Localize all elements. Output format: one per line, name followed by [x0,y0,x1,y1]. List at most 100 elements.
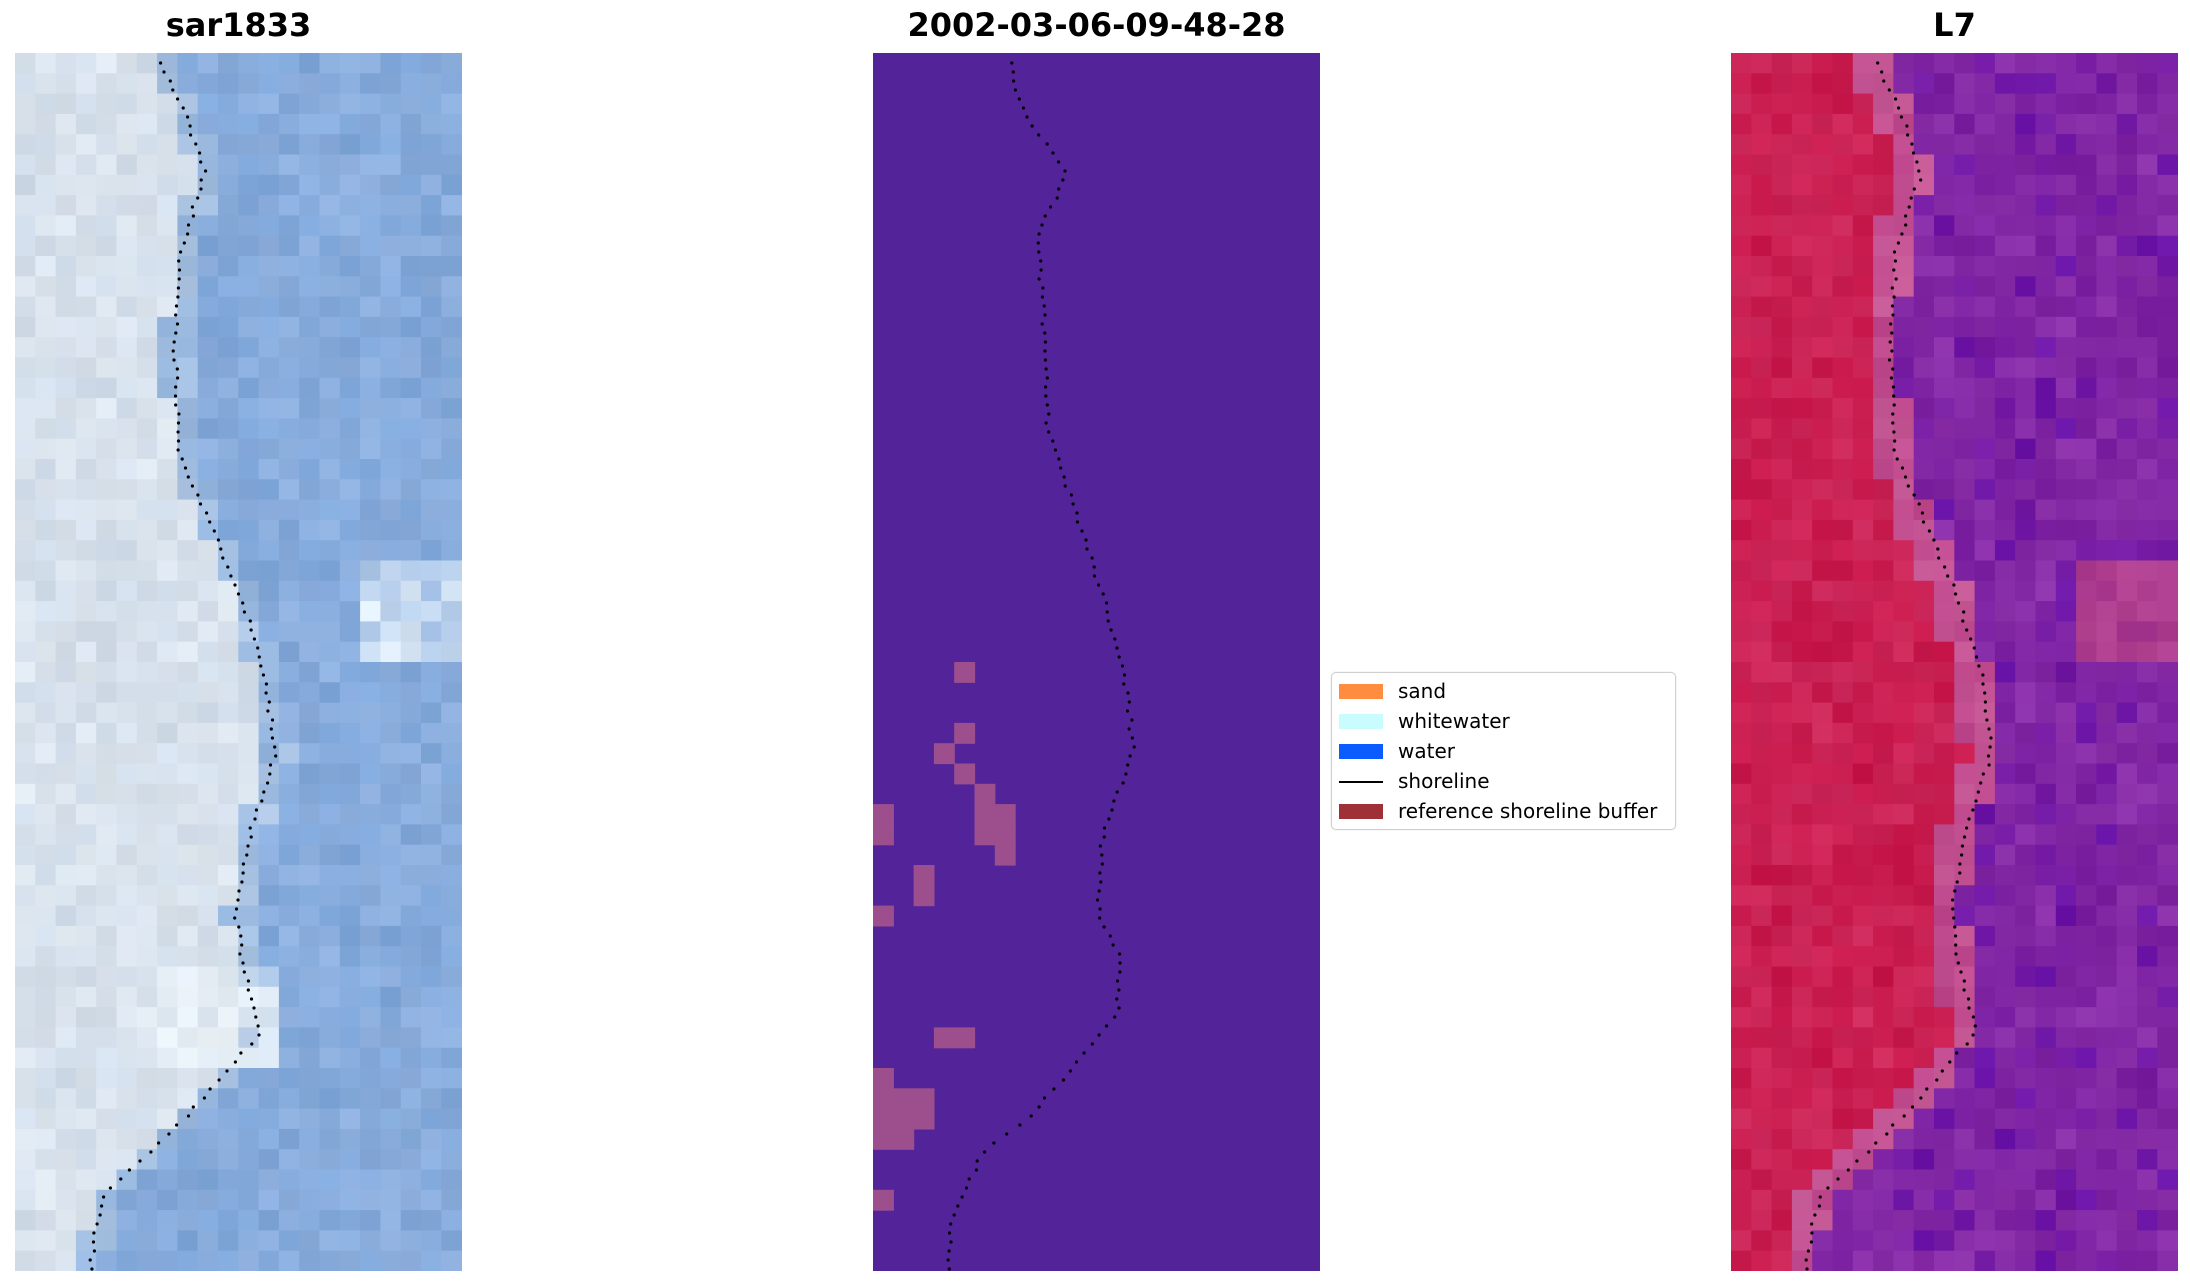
pixel [2137,763,2158,785]
pixel [400,134,422,156]
pixel [1791,438,1813,460]
pixel [2137,925,2158,947]
pixel [1873,519,1894,541]
pixel [55,641,77,663]
pixel [1974,641,1996,663]
shoreline-point [1057,187,1061,191]
pixel [1934,601,1955,622]
pixel [1731,844,1752,866]
pixel [1893,662,1915,683]
pixel [1832,174,1854,196]
pixel [339,986,361,1008]
shoreline-point [266,781,270,785]
shoreline-point [1036,241,1040,245]
pixel [1832,1169,1854,1191]
shoreline-point [1981,673,1985,677]
pixel [400,1068,422,1089]
pixel [278,540,300,562]
pixel [339,865,361,886]
pixel [75,1149,97,1171]
shoreline-point [1100,862,1104,866]
pixel [299,418,321,440]
pixel [1994,134,2016,156]
pixel [35,134,57,156]
pixel [1751,1007,1773,1028]
shoreline-point [1961,619,1965,623]
shoreline-dots [946,61,1136,1271]
pixel [136,1108,158,1130]
pixel [2137,865,2158,886]
pixel [1954,438,1976,460]
pixel [1994,377,2016,399]
pixel [136,743,158,765]
pixel [2137,1108,2158,1130]
pixel [1731,885,1752,907]
pixel [2035,743,2057,765]
pixel [1852,905,1874,927]
pixel [55,946,77,968]
pixel [136,702,158,724]
reference-buffer-cell [974,804,996,825]
pixel [1751,174,1773,196]
shoreline-point [1126,691,1130,695]
pixel [1934,479,1955,501]
pixel [299,621,321,643]
pixel [1873,377,1894,399]
pixel [1812,1189,1834,1211]
pixel [35,1189,57,1211]
pixel [75,722,97,744]
pixel [197,865,219,886]
pixel [2096,1149,2118,1171]
pixel [1791,296,1813,318]
pixel [380,824,402,846]
pixel [1913,1149,1935,1171]
pixel [1832,763,1854,785]
pixel [319,256,341,277]
pixel [319,377,341,399]
pixel [1954,804,1976,825]
pixel [2096,134,2118,156]
pixel [2157,316,2178,338]
pixel [2096,925,2118,947]
pixel [360,1189,381,1211]
pixel [1832,1007,1854,1028]
shoreline-point [974,1168,978,1172]
pixel [1913,560,1935,582]
pixel [1852,1068,1874,1089]
shoreline-point [92,1249,96,1253]
pixel [75,986,97,1008]
pixel [1812,499,1834,521]
pixel [2137,499,2158,521]
pixel [1791,154,1813,176]
pixel [35,479,57,501]
pixel [1873,966,1894,988]
pixel [1873,296,1894,318]
pixel [2137,296,2158,318]
shoreline-point [241,862,245,866]
pixel [1934,134,1955,156]
pixel [2015,499,2037,521]
pixel [2096,113,2118,135]
pixel [2116,1027,2138,1049]
pixel [2055,1088,2077,1110]
pixel [75,1230,97,1252]
pixel [177,702,199,724]
pixel [55,459,77,480]
pixel [2035,438,2057,460]
pixel [116,1027,138,1049]
pixel [238,662,260,683]
pixel [1751,53,1773,74]
pixel [1852,1027,1874,1049]
pixel [177,1088,199,1110]
pixel [218,1027,239,1049]
pixel [400,865,422,886]
pixel [1731,662,1752,683]
pixel [238,174,260,196]
pixel [299,296,321,318]
shoreline-point [1906,484,1910,488]
pixel [278,113,300,135]
shoreline-point [1043,349,1047,353]
pixel [1954,1169,1976,1191]
pixel [360,702,381,724]
pixel [136,682,158,704]
